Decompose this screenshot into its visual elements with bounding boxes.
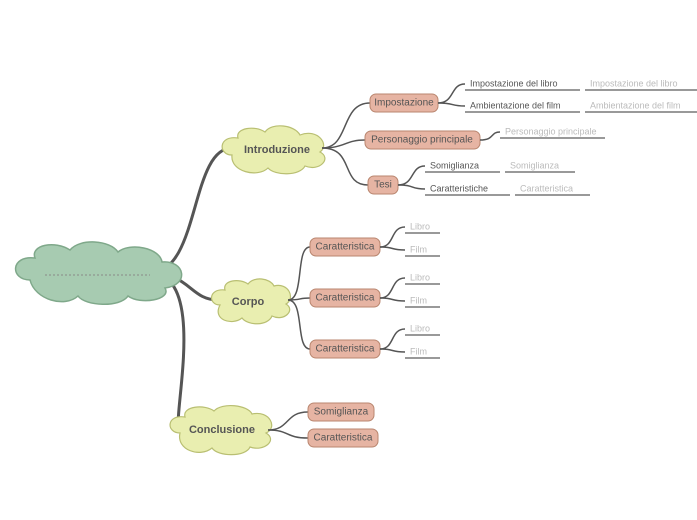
tesi-node[interactable]: Tesi [368, 176, 398, 194]
edge-intro-impostazione [322, 103, 370, 148]
leaf-tesi-somiglianza[interactable]: Somiglianza Somiglianza [425, 160, 575, 172]
leaf-c3-libro[interactable]: Libro [405, 323, 440, 335]
svg-text:Impostazione del libro: Impostazione del libro [470, 78, 558, 88]
conclusione-node[interactable]: Conclusione [170, 406, 272, 455]
edge-corpo-c3 [288, 300, 310, 349]
leaf-imp-film[interactable]: Ambientazione del film Ambientazione del… [465, 100, 697, 112]
svg-text:Film: Film [410, 346, 427, 356]
intro-node[interactable]: Introduzione [222, 126, 325, 174]
edge-intro-tesi [322, 148, 368, 185]
leaf-c2-film[interactable]: Film [405, 295, 440, 307]
svg-text:Caratteristica: Caratteristica [316, 242, 375, 253]
svg-text:Libro: Libro [410, 272, 430, 282]
edge-c1-l2 [380, 247, 405, 250]
svg-text:Film: Film [410, 295, 427, 305]
conc-somiglianza-node[interactable]: Somiglianza [308, 403, 374, 421]
svg-text:Impostazione del libro: Impostazione del libro [590, 78, 678, 88]
impostazione-node[interactable]: Impostazione [370, 94, 438, 112]
corpo-node[interactable]: Corpo [212, 279, 291, 324]
edge-imp-l2 [438, 103, 465, 106]
edge-c1-l1 [380, 227, 405, 247]
edge-pers-l [480, 132, 500, 140]
svg-text:Caratteristiche: Caratteristiche [430, 183, 488, 193]
caratteristica3-node[interactable]: Caratteristica [310, 340, 380, 358]
svg-text:Somiglianza: Somiglianza [510, 160, 559, 170]
leaf-c1-film[interactable]: Film [405, 244, 440, 256]
edge-tesi-l1 [398, 166, 425, 185]
leaf-imp-libro[interactable]: Impostazione del libro Impostazione del … [465, 78, 697, 90]
svg-text:Somiglianza: Somiglianza [430, 160, 479, 170]
personaggio-label: Personaggio principale [371, 135, 473, 146]
edge-c3-l1 [380, 329, 405, 349]
impostazione-label: Impostazione [374, 98, 434, 109]
root-node[interactable] [16, 242, 182, 304]
svg-text:Caratteristica: Caratteristica [316, 344, 375, 355]
svg-text:Caratteristica: Caratteristica [314, 433, 373, 444]
personaggio-node[interactable]: Personaggio principale [365, 131, 480, 149]
edge-c2-l1 [380, 278, 405, 298]
leaf-c2-libro[interactable]: Libro [405, 272, 440, 284]
leaf-tesi-caratteristiche[interactable]: Caratteristiche Caratteristica [425, 183, 590, 195]
edge-tesi-l2 [398, 185, 425, 189]
corpo-label: Corpo [232, 296, 265, 308]
edge-root-intro [150, 148, 232, 273]
edge-c2-l2 [380, 298, 405, 301]
svg-text:Libro: Libro [410, 221, 430, 231]
svg-text:Ambientazione del film: Ambientazione del film [590, 100, 681, 110]
svg-text:Film: Film [410, 244, 427, 254]
edge-imp-l1 [438, 84, 465, 103]
leaf-c1-libro[interactable]: Libro [405, 221, 440, 233]
caratteristica1-node[interactable]: Caratteristica [310, 238, 380, 256]
svg-text:Ambientazione del film: Ambientazione del film [470, 100, 561, 110]
leaf-c3-film[interactable]: Film [405, 346, 440, 358]
edge-conc-som [268, 412, 308, 430]
svg-text:Caratteristica: Caratteristica [520, 183, 573, 193]
edge-corpo-c1 [288, 247, 310, 300]
conclusione-label: Conclusione [189, 424, 255, 436]
svg-text:Somiglianza: Somiglianza [314, 407, 369, 418]
caratteristica2-node[interactable]: Caratteristica [310, 289, 380, 307]
intro-label: Introduzione [244, 144, 310, 156]
root-cloud-shape [16, 242, 182, 304]
edge-c3-l2 [380, 349, 405, 352]
svg-text:Libro: Libro [410, 323, 430, 333]
svg-text:Caratteristica: Caratteristica [316, 293, 375, 304]
edge-conc-car [268, 430, 308, 438]
svg-text:Personaggio principale: Personaggio principale [505, 126, 597, 136]
tesi-label: Tesi [374, 180, 392, 191]
leaf-personaggio[interactable]: Personaggio principale [500, 126, 605, 138]
conc-caratteristica-node[interactable]: Caratteristica [308, 429, 378, 447]
